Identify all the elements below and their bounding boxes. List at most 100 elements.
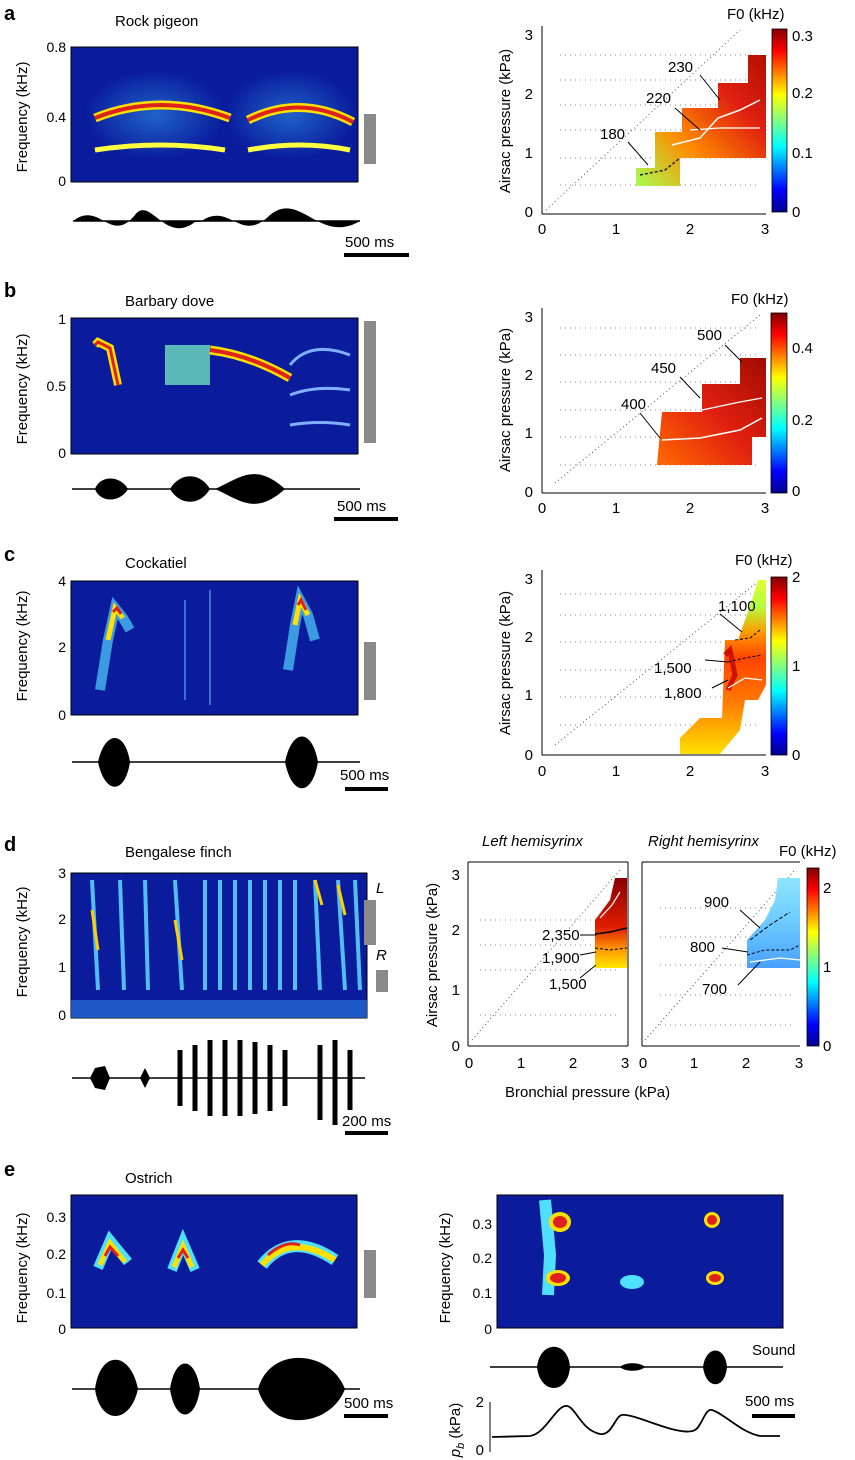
cbtick: 0 [792,483,800,500]
contour-label: 1,900 [542,950,580,967]
panel-label-a: a [4,3,16,25]
ytick: 4 [58,573,66,589]
panel-label-c: c [4,544,15,566]
species-title-c: Cockatiel [125,555,187,572]
colorbar-b [770,312,788,494]
xtick: 3 [621,1055,629,1072]
contour-label: 2,350 [542,927,580,944]
colorbar-ticks-c: 2 1 0 [792,569,800,764]
map-axes-d-right: 0 1 2 3 [639,861,803,1072]
frequency-range-bar-a [364,114,376,164]
cbtick: 0.2 [792,85,813,102]
colorbar-title-d: F0 (kHz) [779,843,837,860]
cbtick: 1 [792,658,800,675]
frequency-range-bar-c [364,642,376,700]
ytick: 0 [58,707,66,723]
bronchial-pressure-trace [491,1405,780,1438]
colorbar-title-a: F0 (kHz) [727,6,785,23]
spectrogram-d [70,872,368,1019]
ytick: 3 [452,867,460,884]
map-title-right: Right hemisyrinx [648,833,759,850]
pressure-ylabel-symbol: p [447,1449,464,1458]
colorbar-ticks-d: 2 1 0 [823,880,831,1055]
ytick: 0 [525,484,533,501]
frequency-range-bar-right [376,970,388,992]
ytick: 1 [525,145,533,162]
ytick: 2 [525,86,533,103]
contour-label: 500 [697,327,722,344]
panel-label-d: d [4,834,16,856]
cbtick: 0.1 [792,145,813,162]
ytick: 0.1 [47,1285,67,1301]
map-xlabel-d: Bronchial pressure (kPa) [505,1084,670,1101]
pressure-ylabel-unit: (kPa) [447,1403,464,1443]
colorbar-title-c: F0 (kHz) [735,552,793,569]
map-surface-b: 400 450 500 [554,314,766,484]
contour-label: 1,500 [654,660,692,677]
panel-label-e: e [4,1159,15,1181]
spectrogram-ylabel-a: Frequency (kHz) [14,62,31,173]
cbtick: 2 [792,569,800,586]
spectrogram-yticks-b: 1 0.5 0 [47,311,67,461]
spectrogram-c [70,580,359,716]
scalebar-label-a: 500 ms [345,234,394,251]
cbtick: 0 [792,204,800,221]
map-axes-b: 3 2 1 0 0 1 2 3 [525,308,769,517]
xtick: 1 [612,500,620,517]
right-spectrogram-ylabel-e: Frequency (kHz) [437,1213,454,1324]
spectrogram-ylabel-b: Frequency (kHz) [14,334,31,445]
xtick: 3 [795,1055,803,1072]
ytick: 0.3 [473,1216,493,1232]
ytick: 2 [525,367,533,384]
sound-label: Sound [752,1342,795,1359]
ytick: 3 [525,27,533,44]
map-surface-d-right: 900 800 700 [644,869,801,1041]
xtick: 0 [465,1055,473,1072]
colorbar-title-b: F0 (kHz) [731,291,789,308]
contour-label: 180 [600,126,625,143]
xtick: 0 [538,221,546,238]
contour-label: 1,500 [549,976,587,993]
map-axes-d-left: 3 2 1 0 0 1 2 3 [452,861,629,1072]
species-title-a: Rock pigeon [115,13,198,30]
frequency-range-bar-b [364,321,376,443]
ytick: 2 [58,911,66,927]
map-ylabel-d: Airsac pressure (kPa) [424,883,441,1027]
waveform-c [72,736,360,789]
ytick: 0 [484,1321,492,1337]
cbtick: 0.2 [792,412,813,429]
map-surface-d-left: 2,350 1,900 1,500 [471,869,628,1041]
xtick: 1 [517,1055,525,1072]
scalebar-label-b: 500 ms [337,498,386,515]
xtick: 1 [612,221,620,238]
contour-label: 230 [668,59,693,76]
xtick: 2 [686,500,694,517]
ytick: 1 [525,425,533,442]
scalebar-label-e: 500 ms [344,1395,393,1412]
ytick: 0.5 [47,378,67,394]
contour-label: 1,100 [718,598,756,615]
colorbar-ticks-b: 0.4 0.2 0 [792,340,813,500]
ytick: 0 [58,173,66,189]
ytick: 0.1 [473,1285,493,1301]
ytick: 2 [452,922,460,939]
xtick: 2 [686,763,694,780]
colorbar-a [771,28,788,213]
xtick: 2 [742,1055,750,1072]
contour-label: 450 [651,360,676,377]
map-ylabel-b: Airsac pressure (kPa) [497,328,514,472]
frequency-range-bar-left [364,900,376,945]
ytick: 1 [452,982,460,999]
syrinx-side-label-l: L [376,880,384,897]
ytick: 0.3 [47,1209,67,1225]
colorbar-ticks-a: 0.3 0.2 0.1 0 [792,28,813,221]
xtick: 0 [538,763,546,780]
frequency-range-bar-e [364,1250,376,1298]
spectrogram-yticks-d: 3 2 1 0 [58,865,66,1023]
map-ylabel-a: Airsac pressure (kPa) [497,49,514,193]
contour-label: 700 [702,981,727,998]
species-title-b: Barbary dove [125,293,214,310]
map-ylabel-c: Airsac pressure (kPa) [497,591,514,735]
spectrogram-b [70,317,359,455]
